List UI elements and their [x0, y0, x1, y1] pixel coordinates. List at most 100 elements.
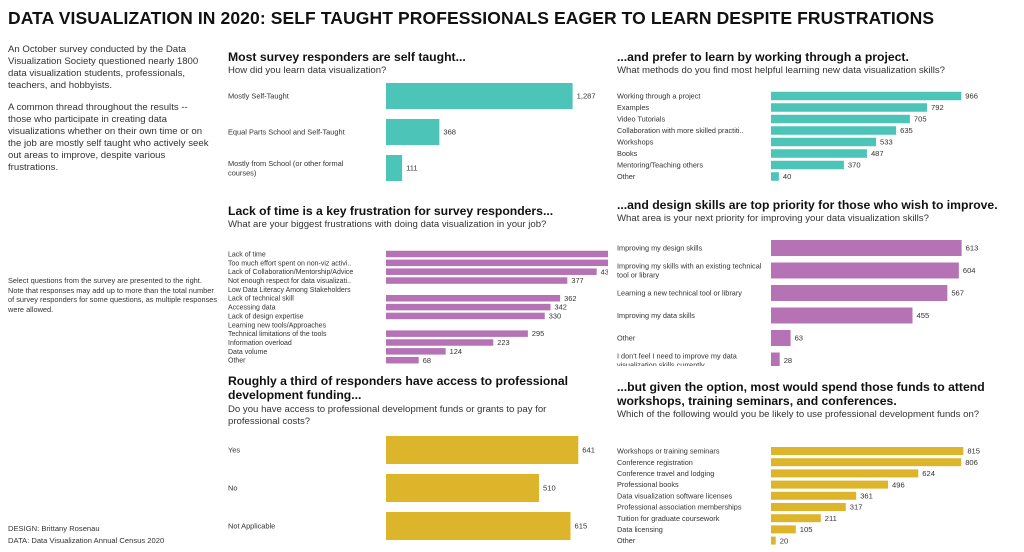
chart-funding-subtitle: Do you have access to professional devel… [228, 404, 547, 427]
chart-funding-plot: Yes 641 No 510 Not Applicable 615 [228, 436, 595, 540]
bar [771, 262, 959, 279]
category-label: Data visualization software licenses [617, 491, 733, 500]
chart-methods-plot: Working through a project 966 Examples 792 V… [617, 91, 978, 182]
value-label: 615 [575, 522, 588, 531]
chart-learn-subtitle: How did you learn data visualization? [228, 65, 387, 76]
value-label: 641 [582, 446, 595, 455]
chart-priority-subtitle: What area is your next priority for impr… [617, 213, 929, 224]
chart-spend-title: ...but given the option, most would spen… [617, 380, 985, 408]
value-label: 368 [443, 128, 456, 137]
value-label: 635 [900, 126, 913, 135]
category-label: Books [617, 149, 638, 158]
category-label: Tuition for graduate coursework [617, 514, 720, 523]
bar [771, 514, 821, 523]
value-label: 613 [966, 244, 979, 253]
value-label: 28 [784, 356, 792, 365]
category-label: Improving my data skills [617, 311, 695, 320]
bar [771, 103, 928, 112]
value-label: 377 [571, 276, 583, 285]
bar [386, 356, 419, 364]
value-label: 20 [780, 536, 788, 545]
value-label: 455 [917, 311, 930, 320]
category-label: Accessing data [228, 305, 276, 312]
bar [771, 480, 889, 489]
value-label: 211 [825, 514, 837, 523]
category-label: Data licensing [617, 525, 663, 534]
category-label: Video Tutorials [617, 115, 665, 124]
category-label: Learning new tools/Approaches [228, 322, 327, 329]
category-label: Working through a project [617, 92, 700, 101]
intro-paragraph-2: A common thread throughout the results -… [8, 102, 209, 173]
category-label: Too much effort spent on non-viz activi.… [228, 260, 351, 267]
bar [771, 447, 964, 455]
category-label: Workshops or training seminars [617, 447, 720, 456]
chart-learn-title: Most survey responders are self taught..… [228, 50, 466, 64]
value-label: 317 [850, 503, 863, 512]
design-credit: DESIGN: Brittany Rosenau [8, 524, 100, 533]
value-label: 361 [860, 491, 873, 500]
bar [771, 458, 962, 467]
chart-learn-plot: Mostly Self-Taught 1,287 Equal Parts Schoo… [228, 83, 596, 181]
category-label: Lack of Collaboration/Mentorship/Advice [228, 269, 353, 276]
bar [386, 295, 561, 302]
bar [386, 119, 440, 145]
chart-spend-panel: ...but given the option, most would spen… [617, 380, 1017, 550]
bar [771, 307, 913, 324]
bar [771, 149, 867, 158]
value-label: 63 [795, 334, 803, 343]
value-label: 438 [601, 267, 608, 276]
value-label: 705 [914, 115, 927, 124]
chart-learn-panel: Most survey responders are self taught..… [228, 50, 608, 190]
category-label: Not enough respect for data visualizati.… [228, 278, 351, 285]
category-label: Yes [228, 446, 240, 455]
bar [771, 137, 877, 147]
value-label: 487 [871, 149, 884, 158]
value-label: 40 [783, 172, 791, 181]
bar [771, 126, 897, 135]
value-label: 295 [532, 329, 544, 338]
category-label: Other [617, 536, 636, 545]
category-label: Improving my design skills [617, 244, 703, 253]
value-label: 624 [922, 469, 935, 478]
value-label: 370 [848, 161, 861, 170]
value-label: 330 [549, 312, 561, 321]
category-label: Lack of technical skill [228, 296, 294, 303]
value-label: 510 [543, 484, 556, 493]
value-label: 1,287 [577, 92, 596, 101]
category-label: Collaboration with more skilled practiti… [617, 126, 744, 135]
value-label: 105 [800, 525, 813, 534]
bar [771, 503, 846, 511]
category-label: Conference registration [617, 458, 693, 467]
bar [771, 160, 844, 170]
value-label: 68 [423, 356, 431, 365]
value-label: 792 [931, 103, 944, 112]
chart-priority-plot: Improving my design skills 613 Improving m… [617, 240, 979, 366]
bar [771, 352, 780, 366]
bar [771, 91, 962, 101]
bar [771, 536, 776, 545]
chart-frustrations-subtitle: What are your biggest frustrations with … [228, 219, 547, 230]
category-label: Mentoring/Teaching others [617, 161, 703, 170]
chart-frustrations-plot: Lack of time728Too much effort spent on … [228, 250, 608, 365]
category-label: Professional books [617, 480, 679, 489]
value-label: 533 [880, 138, 893, 147]
value-label: 815 [967, 447, 980, 456]
category-label: Low Data Literacy Among Stakeholders [228, 287, 351, 294]
chart-frustrations-panel: Lack of time is a key frustration for su… [228, 204, 608, 369]
intro-paragraph-1: An October survey conducted by the Data … [8, 44, 199, 91]
chart-methods-subtitle: What methods do you find most helpful le… [617, 65, 945, 76]
bar [771, 491, 857, 500]
value-label: 496 [892, 480, 905, 489]
value-label: 223 [497, 338, 509, 347]
bar [386, 330, 528, 337]
chart-spend-subtitle: Which of the following would you be like… [617, 409, 980, 420]
chart-methods-title: ...and prefer to learn by working throug… [617, 50, 909, 64]
category-label: I don't feel I need to improve my data vi… [617, 351, 738, 366]
page-title: DATA VISUALIZATION IN 2020: SELF TAUGHT … [8, 8, 935, 28]
category-label: Lack of design expertise [228, 313, 304, 320]
category-label: Lack of time [228, 251, 266, 258]
bar [386, 512, 571, 540]
bar [386, 277, 568, 284]
value-label: 362 [564, 294, 576, 303]
bar [386, 303, 551, 311]
